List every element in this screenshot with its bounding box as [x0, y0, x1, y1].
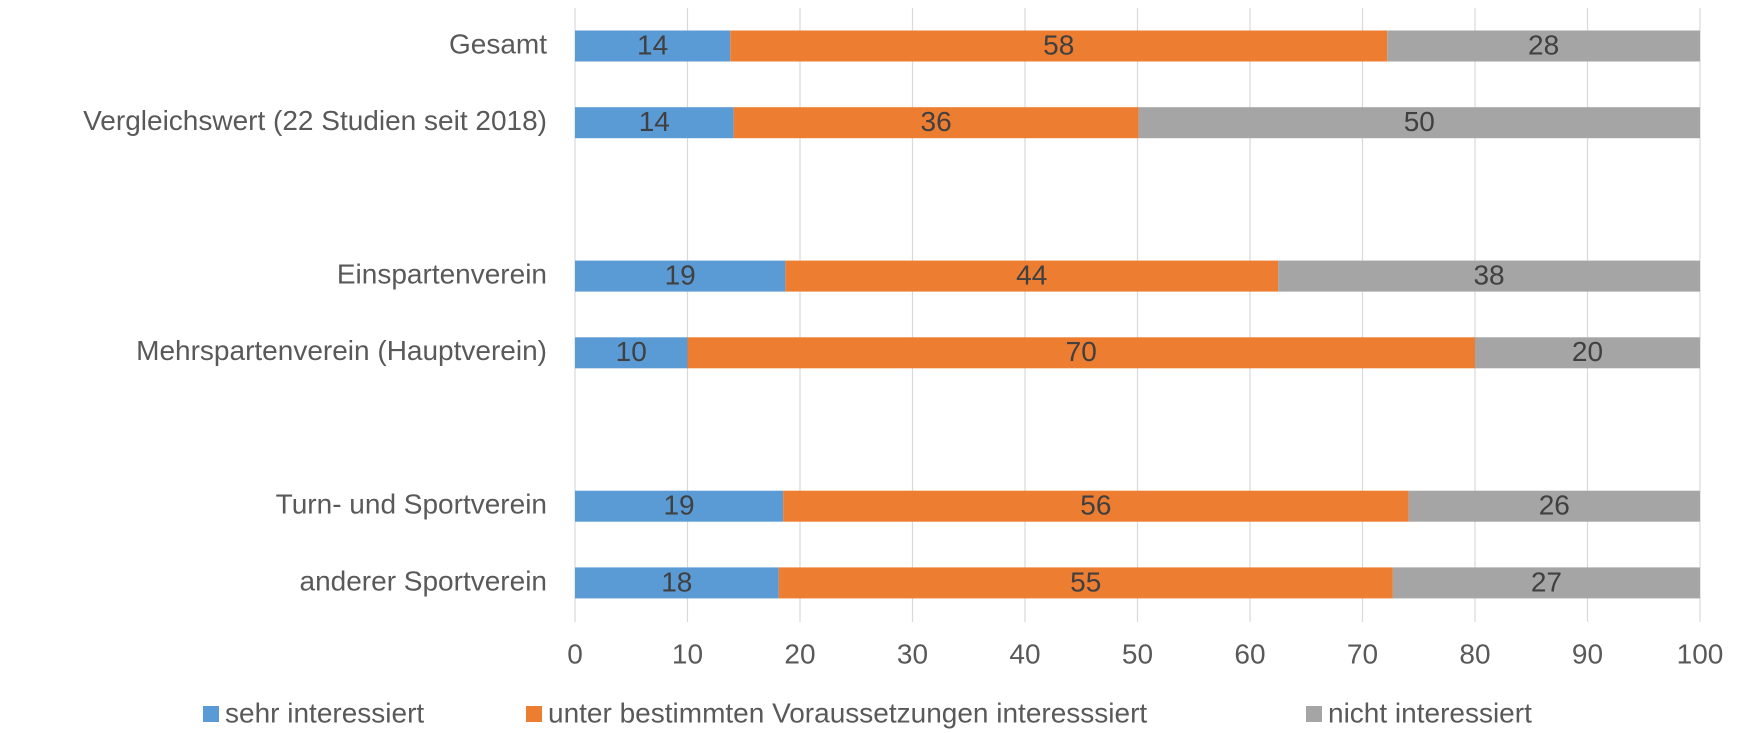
y-tick-label: Vergleichswert (22 Studien seit 2018) [83, 105, 547, 136]
x-tick-label: 30 [897, 638, 928, 669]
data-label: 26 [1539, 490, 1570, 521]
x-tick-label: 70 [1347, 638, 1378, 669]
x-tick-label: 20 [784, 638, 815, 669]
x-tick-label: 40 [1009, 638, 1040, 669]
data-label: 28 [1528, 29, 1559, 60]
y-tick-label: Mehrspartenverein (Hauptverein) [136, 335, 547, 366]
x-tick-label: 90 [1572, 638, 1603, 669]
data-label: 36 [921, 106, 952, 137]
x-tick-label: 50 [1122, 638, 1153, 669]
data-label: 19 [663, 490, 694, 521]
y-tick-label: Einspartenverein [337, 258, 547, 289]
x-tick-label: 80 [1459, 638, 1490, 669]
chart: 0 10 20 30 40 50 60 70 80 90 100 Gesamt 14 58 28 Vergle… [0, 0, 1743, 733]
legend-label: nicht interessiert [1328, 697, 1532, 728]
legend-marker [526, 706, 542, 722]
y-tick-label: Gesamt [449, 28, 547, 59]
data-label: 20 [1572, 336, 1603, 367]
data-label: 27 [1531, 566, 1562, 597]
legend-marker [1306, 706, 1322, 722]
legend-label: unter bestimmten Voraussetzungen interes… [548, 697, 1147, 728]
data-label: 19 [665, 259, 696, 290]
data-label: 38 [1473, 259, 1504, 290]
legend-marker [203, 706, 219, 722]
x-tick-label: 100 [1677, 638, 1724, 669]
data-label: 50 [1404, 106, 1435, 137]
data-label: 55 [1070, 566, 1101, 597]
data-label: 18 [661, 566, 692, 597]
data-label: 14 [639, 106, 670, 137]
x-tick-label: 60 [1234, 638, 1265, 669]
legend-label: sehr interessiert [225, 697, 424, 728]
y-tick-label: Turn- und Sportverein [276, 489, 547, 520]
data-label: 70 [1066, 336, 1097, 367]
data-label: 56 [1080, 490, 1111, 521]
data-label: 10 [616, 336, 647, 367]
data-label: 44 [1016, 259, 1047, 290]
data-label: 14 [637, 29, 668, 60]
y-tick-label: anderer Sportverein [300, 565, 547, 596]
data-label: 58 [1043, 29, 1074, 60]
x-tick-label: 0 [567, 638, 583, 669]
x-tick-label: 10 [672, 638, 703, 669]
